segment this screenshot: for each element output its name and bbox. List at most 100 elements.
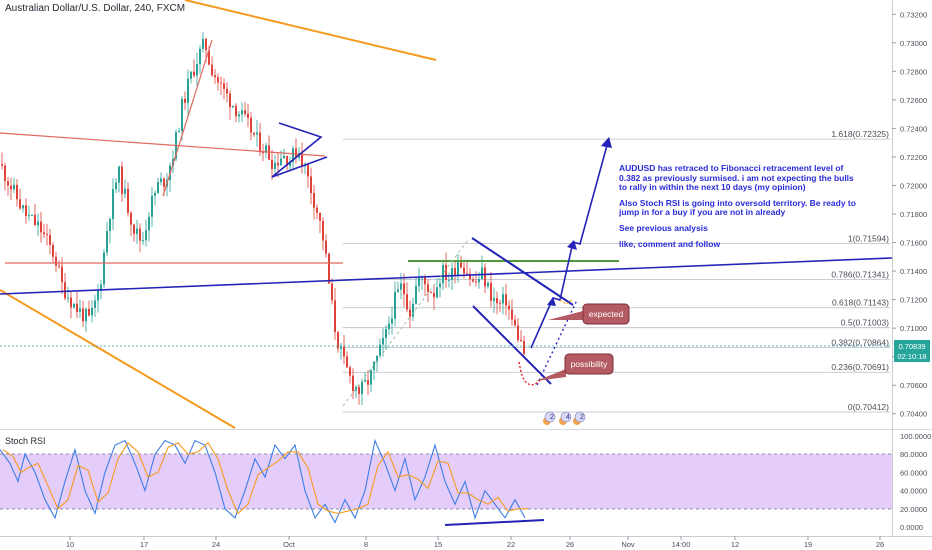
candle-body [487,282,489,287]
candle-body [217,77,219,83]
candle-body [361,381,363,394]
fib-label: 0.786(0.71341) [831,269,889,279]
candle-body [340,346,342,349]
candle-body [118,166,120,183]
wedge-upper[interactable] [471,237,574,306]
rsi-tick-label: 40.0000 [900,487,927,496]
expected-path[interactable] [530,137,610,349]
candle-body [214,75,216,78]
event-badges[interactable]: 2 4 2 [543,411,586,425]
candle-body [379,344,381,356]
candle-body [28,215,30,217]
price-tick-label: 0.70600 [900,381,927,390]
fib-label: 1.618(0.72325) [831,129,889,139]
candle-body [154,193,156,196]
candle-body [445,264,447,280]
candle-body [160,178,162,183]
candle-body [139,228,141,241]
time-tick-label: 24 [212,540,220,549]
orange-trendline-top[interactable] [184,0,437,61]
expected-callout[interactable]: expected [548,303,630,325]
candle-body [481,267,483,279]
price-tick-label: 0.71800 [900,210,927,219]
candle-body [415,285,417,304]
time-tick-label: 12 [731,540,739,549]
candle-body [271,159,273,169]
candle-body [325,240,327,254]
candle-body [382,337,384,345]
candle-body [82,308,84,322]
candle-body [232,105,234,108]
candle-body [391,318,393,324]
svg-text:2: 2 [550,414,554,421]
candle-body [478,278,480,283]
candle-body [373,361,375,371]
candle-body [253,132,255,135]
candle-body [262,152,264,154]
rsi-divergence-line[interactable] [444,519,545,526]
candle-body [280,158,282,166]
time-axis: 10 17 24 Oct 8 15 22 26 Nov 14:00 12 19 26 [66,536,884,549]
price-tick-label: 0.71600 [900,239,927,248]
candle-body [430,291,432,293]
candle-body [157,182,159,194]
candle-body [52,244,54,257]
candle-body [502,294,504,304]
pennant[interactable] [271,122,328,178]
candle-body [370,370,372,385]
analysis-note[interactable]: AUDUSD has retraced to Fibonacci retrace… [619,163,859,249]
candle-body [205,38,207,51]
candle-body [124,188,126,194]
candle-body [514,319,516,326]
candle-body [76,303,78,312]
candle-body [247,113,249,118]
possibility-callout[interactable]: possibility [536,353,614,381]
candle-body [25,205,27,216]
candle-body [34,214,36,226]
candle-body [448,279,450,281]
red-channel-line[interactable] [0,132,326,157]
orange-trendline-bottom[interactable] [0,289,236,429]
candle-body [322,220,324,241]
time-tick-label: Nov [621,540,635,549]
candle-body [352,375,354,391]
time-tick-label: 26 [876,540,884,549]
price-tick-label: 0.71200 [900,296,927,305]
candle-body [16,184,18,200]
candle-body [142,240,144,242]
time-tick-label: 17 [140,540,148,549]
time-tick-label: 22 [507,540,515,549]
candle-body [196,64,198,76]
wedge-lower[interactable] [472,305,552,385]
fib-label: 1(0.71594) [848,233,889,243]
orange-dotted-path [559,299,573,305]
candle-body [55,256,57,266]
blue-trendline[interactable] [0,257,893,295]
candle-body [457,262,459,275]
candle-body [427,284,429,292]
candle-body [475,281,477,283]
expected-arrowhead [601,137,612,148]
candle-body [223,83,225,89]
candle-body [469,273,471,280]
expected-label: expected [589,309,624,319]
candle-body [499,303,501,305]
candle-body [181,98,183,131]
svg-text:4: 4 [566,414,570,421]
time-tick-label: 8 [364,540,368,549]
candle-body [97,290,99,301]
candle-body [328,253,330,284]
candle-body [49,234,51,245]
time-tick-label: 15 [434,540,442,549]
note-line-2: Also Stoch RSI is going into oversold te… [619,197,856,218]
candle-body [106,231,108,253]
candle-body [331,283,333,301]
candle-body [46,234,48,236]
candle-body [4,165,6,182]
candle-body [520,339,522,341]
note-line-3: See previous analysis [619,222,708,233]
red-rally-line[interactable] [162,39,213,197]
candle-body [472,279,474,282]
candle-body [295,148,297,158]
